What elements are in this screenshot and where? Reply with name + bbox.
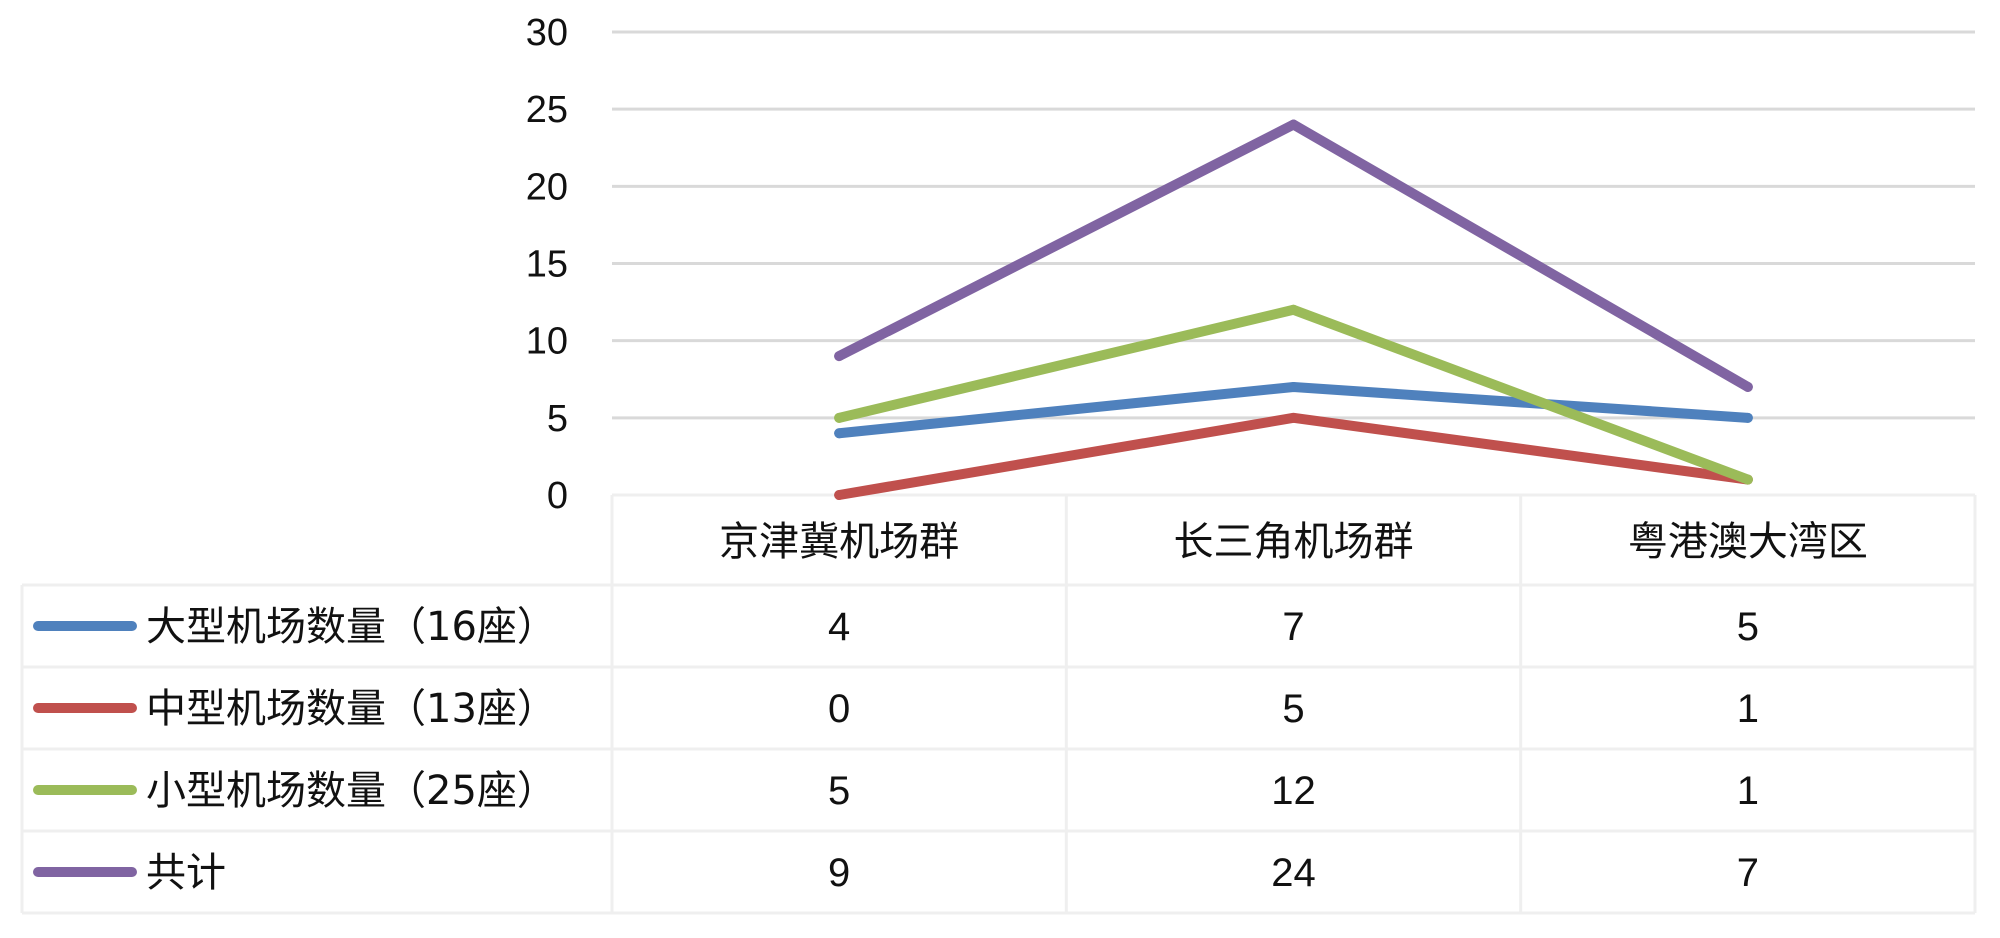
data-label: 5: [1737, 605, 1759, 649]
series-name: 小型机场数量（25座）: [146, 768, 557, 814]
y-tick-label: 5: [547, 398, 568, 440]
data-point: [1288, 412, 1299, 423]
data-point: [1288, 119, 1299, 130]
data-label: 24: [1271, 851, 1316, 895]
y-tick-label: 25: [526, 89, 568, 131]
data-label: 4: [828, 605, 850, 649]
data-label: 1: [1737, 769, 1759, 813]
category-label: 粤港澳大湾区: [1628, 519, 1868, 565]
series-line: [834, 304, 1753, 485]
data-label: 9: [828, 851, 850, 895]
series-name: 共计: [146, 850, 226, 896]
data-point: [834, 490, 845, 500]
y-tick-label: 20: [526, 166, 568, 208]
y-axis: 0 5 10 15 20 25 30: [526, 12, 568, 517]
data-point: [834, 351, 845, 362]
data-point: [1742, 381, 1753, 392]
data-point: [1742, 474, 1753, 485]
gridlines: [612, 30, 1975, 420]
data-point: [834, 428, 845, 439]
y-tick-label: 0: [547, 475, 568, 517]
data-label: 0: [828, 687, 850, 731]
data-label: 5: [828, 769, 850, 813]
data-label: 7: [1282, 605, 1304, 649]
series-name: 大型机场数量（16座）: [146, 604, 557, 650]
series-line: [834, 119, 1753, 392]
y-tick-label: 15: [526, 244, 568, 286]
data-label: 12: [1271, 769, 1316, 813]
category-label: 长三角机场群: [1174, 519, 1414, 565]
data-point: [834, 412, 845, 423]
y-tick-label: 10: [526, 321, 568, 363]
data-label: 5: [1282, 687, 1304, 731]
data-point: [1288, 381, 1299, 392]
series-name: 中型机场数量（13座）: [146, 686, 557, 732]
data-point: [1742, 412, 1753, 423]
series-lines: [834, 119, 1753, 500]
data-label: 1: [1737, 687, 1759, 731]
y-tick-label: 30: [526, 12, 568, 54]
data-point: [1288, 304, 1299, 315]
data-label: 7: [1737, 851, 1759, 895]
category-label: 京津冀机场群: [719, 519, 959, 565]
